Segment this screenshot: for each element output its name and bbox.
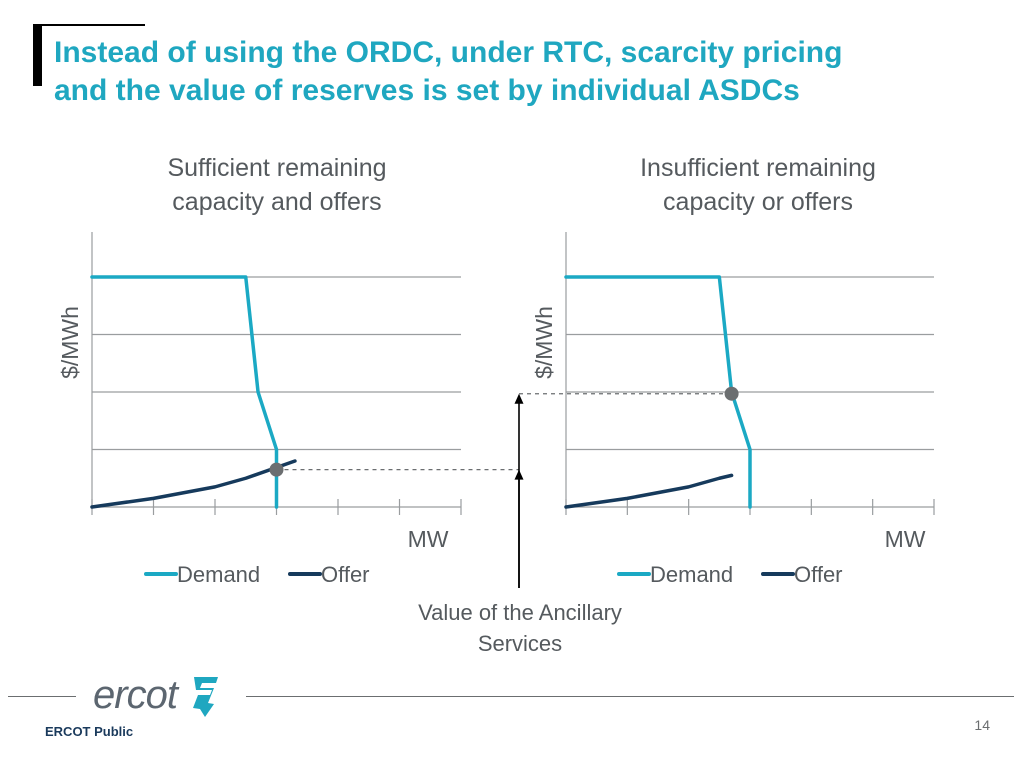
chart-1-y-axis-label: $/MWh [57,306,83,379]
chart-1-legend-label-demand: Demand [177,562,260,587]
footer-rule-right [246,696,1014,697]
chart-2-legend-label-offer: Offer [794,562,843,587]
title-accent-rule [33,24,145,26]
slide-title-line-2: and the value of reserves is set by indi… [54,74,800,107]
chart-2-title-line-1: Insufficient remaining [640,154,876,182]
slide-title-line-1: Instead of using the ORDC, under RTC, sc… [54,36,843,69]
annotation-label-line-1: Value of the Ancillary [418,600,622,625]
annotation-arrowhead-short [514,469,524,480]
chart-1-legend-label-offer: Offer [321,562,370,587]
chart-2-y-axis-label: $/MWh [531,306,557,379]
chart-2-group: $/MWh MW Demand Offer [531,232,935,587]
footer-classification: ERCOT Public [45,724,134,739]
chart-2-intersection-point [724,386,739,401]
slide-title: Instead of using the ORDC, under RTC, sc… [54,34,1004,110]
chart-2-title: Insufficient remaining capacity or offer… [588,151,928,219]
page-number: 14 [974,717,990,733]
ercot-logo: ercot [93,671,233,723]
chart-1-title-line-2: capacity and offers [172,188,382,216]
chart-1-series-offer-line [90,459,297,509]
footer-rule-left [8,696,76,697]
chart-1-group: $/MWh MW Demand Offer [57,232,462,587]
chart-2-title-line-2: capacity or offers [663,188,853,216]
logo-wordmark: ercot [93,673,178,717]
chart-1-title: Sufficient remaining capacity and offers [112,151,442,219]
chart-2-x-axis-label: MW [885,526,926,552]
texas-star-icon [193,677,218,717]
title-accent-bar [33,24,42,86]
chart-1-x-axis-label: MW [408,526,449,552]
chart-2-series-offer-line [564,473,734,509]
chart-1-title-line-1: Sufficient remaining [167,154,387,182]
chart-2-legend-label-demand: Demand [650,562,733,587]
annotation-label-line-2: Services [478,631,562,656]
annotation-arrowhead-long [514,393,524,404]
